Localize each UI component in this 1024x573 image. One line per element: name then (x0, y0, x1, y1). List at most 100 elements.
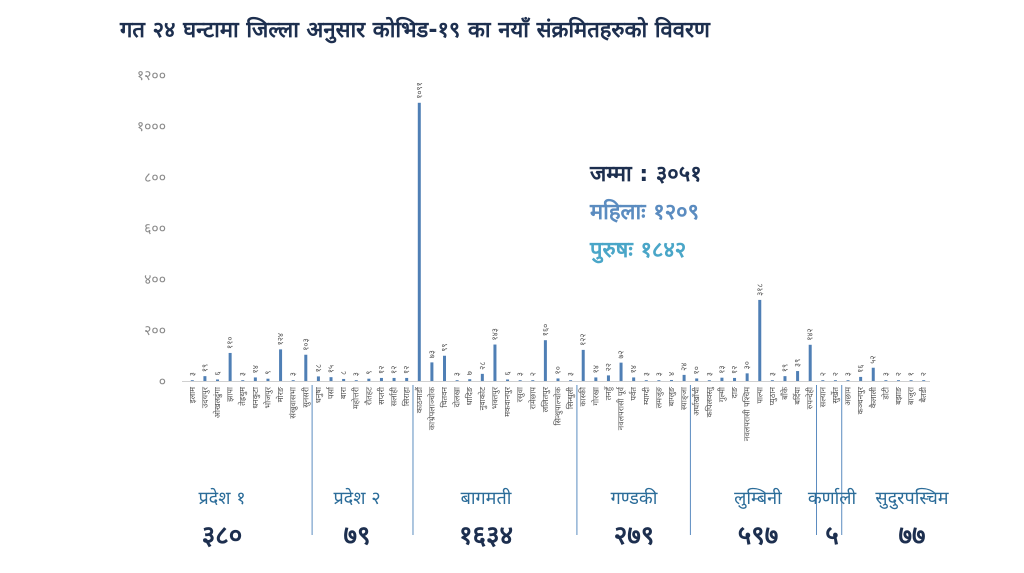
category-label: इलाम (188, 387, 197, 403)
bar-value-label: ९९ (440, 343, 449, 351)
bar (581, 349, 585, 381)
bar (846, 380, 850, 381)
bar-value-label: १ (907, 372, 916, 376)
category-label: रसुवा (516, 386, 526, 402)
bar-value-label: ३० (743, 361, 752, 369)
bar-value-label: ३ (705, 372, 714, 376)
province-total: १६३४ (459, 521, 513, 551)
category-label: अर्घाखाँची (691, 386, 701, 416)
category-label: दाङ (730, 386, 739, 398)
bar (531, 380, 535, 381)
bar-value-label: ११० (226, 336, 235, 348)
bar (644, 380, 648, 381)
bar-value-label: १६ (856, 365, 865, 373)
category-label: उदयपुर (200, 386, 210, 408)
bar-value-label: १९ (780, 364, 789, 372)
bar-value-label: २ (528, 372, 537, 376)
bar (669, 379, 673, 381)
bar-value-label: १० (554, 366, 563, 374)
bar (922, 380, 926, 381)
bar-value-label: ३ (566, 372, 575, 376)
summary-female: महिलाः १२०९ (590, 200, 700, 225)
bar-value-label: ३१८ (755, 283, 764, 295)
bar (745, 373, 749, 381)
bar (190, 380, 194, 381)
bar (606, 375, 610, 381)
province-total: ५ (825, 521, 839, 551)
province-name: प्रदेश १ (198, 487, 245, 509)
bar (543, 340, 547, 381)
bar-value-label: १२ (390, 366, 399, 374)
category-label: चितवन (439, 386, 449, 407)
y-tick-label: १००० (137, 119, 166, 135)
bar (379, 377, 383, 381)
bar (342, 378, 346, 381)
category-label: कैलाली (868, 386, 878, 408)
bar-value-label: १९ (200, 364, 209, 372)
province-name: प्रदेश २ (333, 487, 380, 509)
bar (884, 380, 888, 381)
bar (443, 355, 447, 381)
bar (279, 349, 283, 381)
bar-value-label: १२ (730, 366, 739, 374)
bar-value-label: १२२ (579, 333, 588, 345)
bar-value-label: ७३ (427, 350, 436, 358)
bar-value-label: ३ (516, 372, 525, 376)
bar (783, 376, 787, 381)
bar (228, 352, 232, 381)
bar-value-label: ६ (503, 371, 512, 375)
bar (493, 344, 497, 381)
bar-value-label: ३ (881, 372, 890, 376)
bar (594, 377, 598, 381)
province-total: ७९ (343, 521, 370, 551)
bar-value-label: १२४ (276, 333, 285, 345)
category-label: सल्यान (818, 386, 827, 407)
category-label: बाग्लुङ (667, 386, 677, 406)
category-label: दोलखा (452, 386, 462, 407)
bar-value-label: ९ (263, 371, 272, 375)
y-tick-label: ६०० (144, 221, 166, 237)
category-label: मकवानपुर (503, 386, 513, 416)
bar (821, 380, 825, 381)
category-label: रामेछाप (527, 387, 537, 410)
category-label: कञ्चनपुर (856, 386, 866, 414)
summary-total: जम्मा : ३०५१ (590, 162, 702, 187)
bar (707, 380, 711, 381)
province-name: कर्णाली (808, 487, 857, 509)
bar (518, 380, 522, 381)
bar-value-label: ५२ (869, 355, 878, 363)
category-label: कपिलवस्तु (704, 386, 715, 417)
bar-value-label: ३ (768, 372, 777, 376)
bar-value-label: ३ (654, 372, 663, 376)
summary-male: पुरुषः १८४२ (590, 238, 687, 263)
category-label: ललितपुर (540, 386, 551, 412)
province-total: ५९७ (738, 521, 779, 551)
bar-value-label: ३ (238, 372, 247, 376)
bar (758, 299, 762, 381)
category-label: धादिङ (464, 386, 474, 405)
category-label: गुल्मी (716, 386, 727, 402)
bar-value-label: ८ (339, 371, 348, 375)
category-label: संखुवासभा (289, 386, 299, 419)
bar-value-label: १४ (591, 365, 600, 373)
bar (203, 376, 207, 381)
bar-value-label: ३९ (793, 359, 802, 367)
category-label: नुवाकोट (477, 386, 488, 410)
category-label: ओखलढुंगा (212, 386, 223, 418)
y-tick-label: १२०० (137, 68, 166, 84)
province-name: लुम्बिनी (734, 487, 782, 509)
bar-value-label: ७२ (617, 350, 626, 358)
bar (871, 367, 875, 381)
bar-value-label: १०९१ (415, 82, 424, 99)
province-name: गण्डकी (611, 487, 658, 509)
bar-value-label: ७ (465, 371, 474, 375)
category-label: भक्तपुर (490, 386, 500, 409)
category-label: धनकुटा (251, 386, 261, 409)
bar (720, 377, 724, 381)
bar (392, 377, 396, 381)
bar (430, 362, 434, 381)
category-label: सुर्खेत (830, 387, 841, 404)
y-tick-label: ८०० (144, 170, 166, 186)
